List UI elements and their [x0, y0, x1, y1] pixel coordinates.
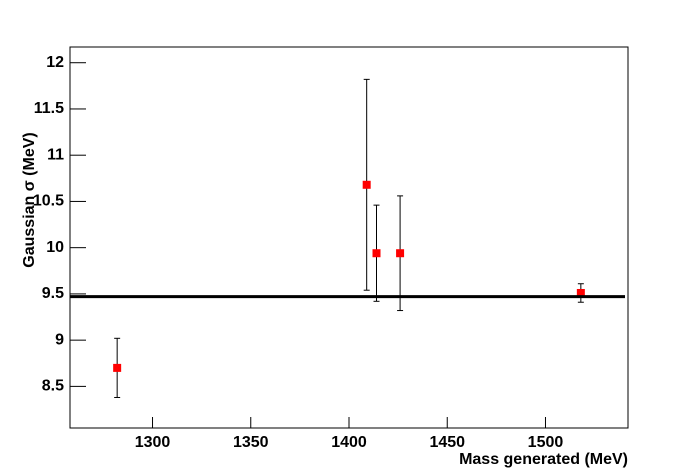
x-axis-label: Mass generated (MeV) — [459, 451, 628, 468]
point — [372, 249, 381, 258]
y-tick-label: 12 — [46, 54, 64, 71]
point — [396, 249, 405, 258]
y-tick-label: 10 — [46, 239, 64, 256]
y-tick-label: 10.5 — [33, 193, 64, 210]
y-axis-label: Gaussian σ (MeV) — [21, 132, 38, 267]
x-tick-label: 1450 — [429, 434, 465, 451]
point — [362, 180, 371, 189]
x-tick-label: 1500 — [528, 434, 564, 451]
frame — [69, 46, 629, 429]
y-tick-label: 11.5 — [34, 100, 64, 117]
y-tick-label: 9.5 — [42, 285, 64, 302]
y-tick-label: 9 — [55, 331, 64, 348]
x-tick-label: 1400 — [331, 434, 367, 451]
y-tick-label: 11 — [47, 146, 64, 163]
x-tick-label: 1350 — [233, 434, 269, 451]
y-tick-label: 8.5 — [42, 378, 64, 395]
point — [576, 288, 585, 297]
x-tick-label: 1300 — [135, 434, 171, 451]
point — [113, 363, 122, 372]
